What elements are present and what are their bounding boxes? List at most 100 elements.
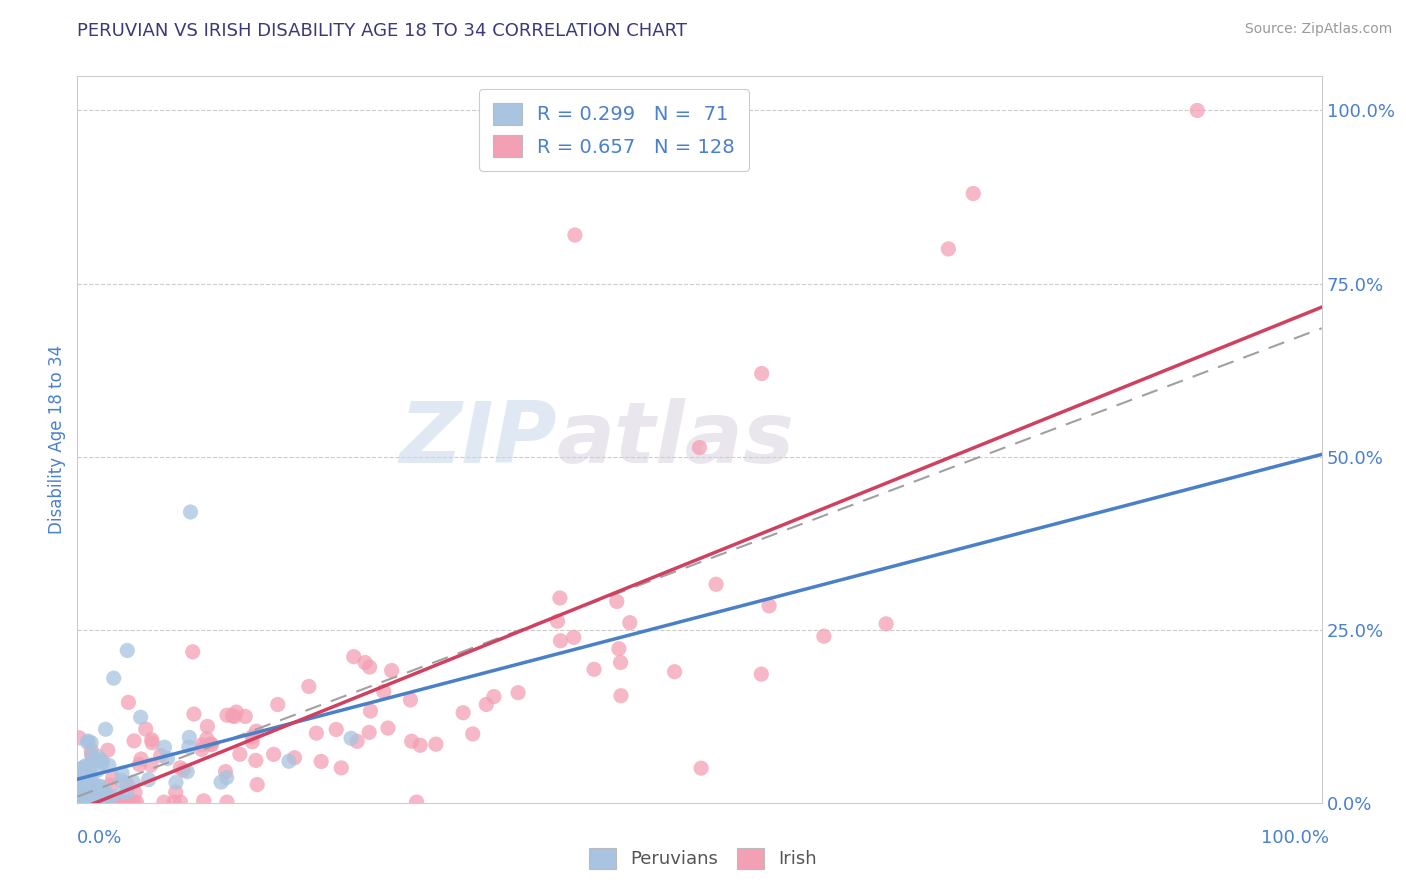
Point (90, 780, 112, 794)
Point (101, 771, 124, 785)
Point (214, 764, 236, 779)
Point (330, 761, 353, 775)
Point (90, 795, 112, 809)
Point (82, 782, 104, 797)
Point (84, 795, 107, 809)
Point (122, 734, 145, 748)
Point (354, 656, 377, 670)
Point (606, 594, 628, 608)
Point (181, 645, 204, 659)
Point (75, 759, 97, 773)
Point (183, 707, 205, 722)
Point (215, 795, 238, 809)
Point (283, 750, 305, 764)
Text: ZIP: ZIP (399, 398, 557, 481)
Point (117, 695, 139, 709)
Point (461, 727, 484, 741)
Point (70, 781, 93, 796)
Point (77, 734, 100, 748)
Point (96, 795, 118, 809)
Point (80, 736, 103, 750)
Point (108, 795, 131, 809)
Text: PERUVIAN VS IRISH DISABILITY AGE 18 TO 34 CORRELATION CHART: PERUVIAN VS IRISH DISABILITY AGE 18 TO 3… (77, 22, 688, 40)
Point (70, 784, 93, 798)
Point (240, 730, 263, 744)
Point (69, 762, 91, 776)
Point (87, 795, 110, 809)
Point (75, 786, 97, 800)
Point (610, 689, 633, 703)
Point (962, 186, 984, 201)
Point (94, 723, 117, 737)
Text: atlas: atlas (557, 398, 794, 481)
Point (195, 731, 218, 746)
Point (91, 787, 114, 801)
Point (111, 766, 134, 780)
Point (67, 795, 90, 809)
Point (138, 772, 160, 787)
Point (67, 731, 90, 745)
Point (80, 772, 103, 786)
Point (79, 790, 101, 805)
Point (221, 708, 243, 723)
Point (87, 779, 110, 793)
Point (359, 725, 381, 739)
Point (451, 706, 474, 720)
Point (77, 783, 100, 797)
Point (67, 789, 90, 803)
Point (165, 785, 187, 799)
Point (86, 795, 108, 809)
Point (149, 748, 172, 763)
Point (91, 791, 114, 805)
Point (80, 743, 103, 757)
Point (67, 795, 90, 809)
Point (93, 782, 115, 797)
Point (75, 772, 97, 787)
Point (405, 795, 427, 809)
Text: 100.0%: 100.0% (1261, 829, 1329, 847)
Point (73, 760, 96, 774)
Point (749, 667, 772, 681)
Point (70, 776, 93, 790)
Point (209, 775, 232, 789)
Point (112, 795, 135, 809)
Point (70, 764, 93, 778)
Point (172, 763, 194, 777)
Point (689, 441, 711, 455)
Point (75, 794, 97, 808)
Point (225, 705, 247, 719)
Point (305, 726, 328, 740)
Point (609, 656, 631, 670)
Point (76, 735, 98, 749)
Point (169, 795, 191, 809)
Point (309, 755, 332, 769)
Point (813, 629, 835, 643)
Point (360, 704, 382, 718)
Point (77, 788, 100, 802)
Point (191, 738, 214, 752)
Point (79, 791, 101, 805)
Point (381, 664, 404, 678)
Point (80, 795, 103, 809)
Point (401, 734, 423, 748)
Point (77, 767, 100, 781)
Point (550, 633, 572, 648)
Point (86, 764, 108, 778)
Point (87, 749, 110, 764)
Point (111, 786, 134, 800)
Point (664, 665, 686, 679)
Point (97, 743, 120, 757)
Point (233, 709, 256, 723)
Point (245, 724, 267, 739)
Point (72, 782, 94, 797)
Point (377, 721, 399, 735)
Text: Source: ZipAtlas.com: Source: ZipAtlas.com (1244, 22, 1392, 37)
Point (197, 719, 219, 733)
Legend: R = 0.299   N =  71, R = 0.657   N = 128: R = 0.299 N = 71, R = 0.657 N = 128 (479, 89, 748, 171)
Point (80, 795, 103, 809)
Point (506, 686, 529, 700)
Point (105, 795, 128, 809)
Point (224, 709, 246, 723)
Point (200, 737, 222, 751)
Point (75, 795, 97, 809)
